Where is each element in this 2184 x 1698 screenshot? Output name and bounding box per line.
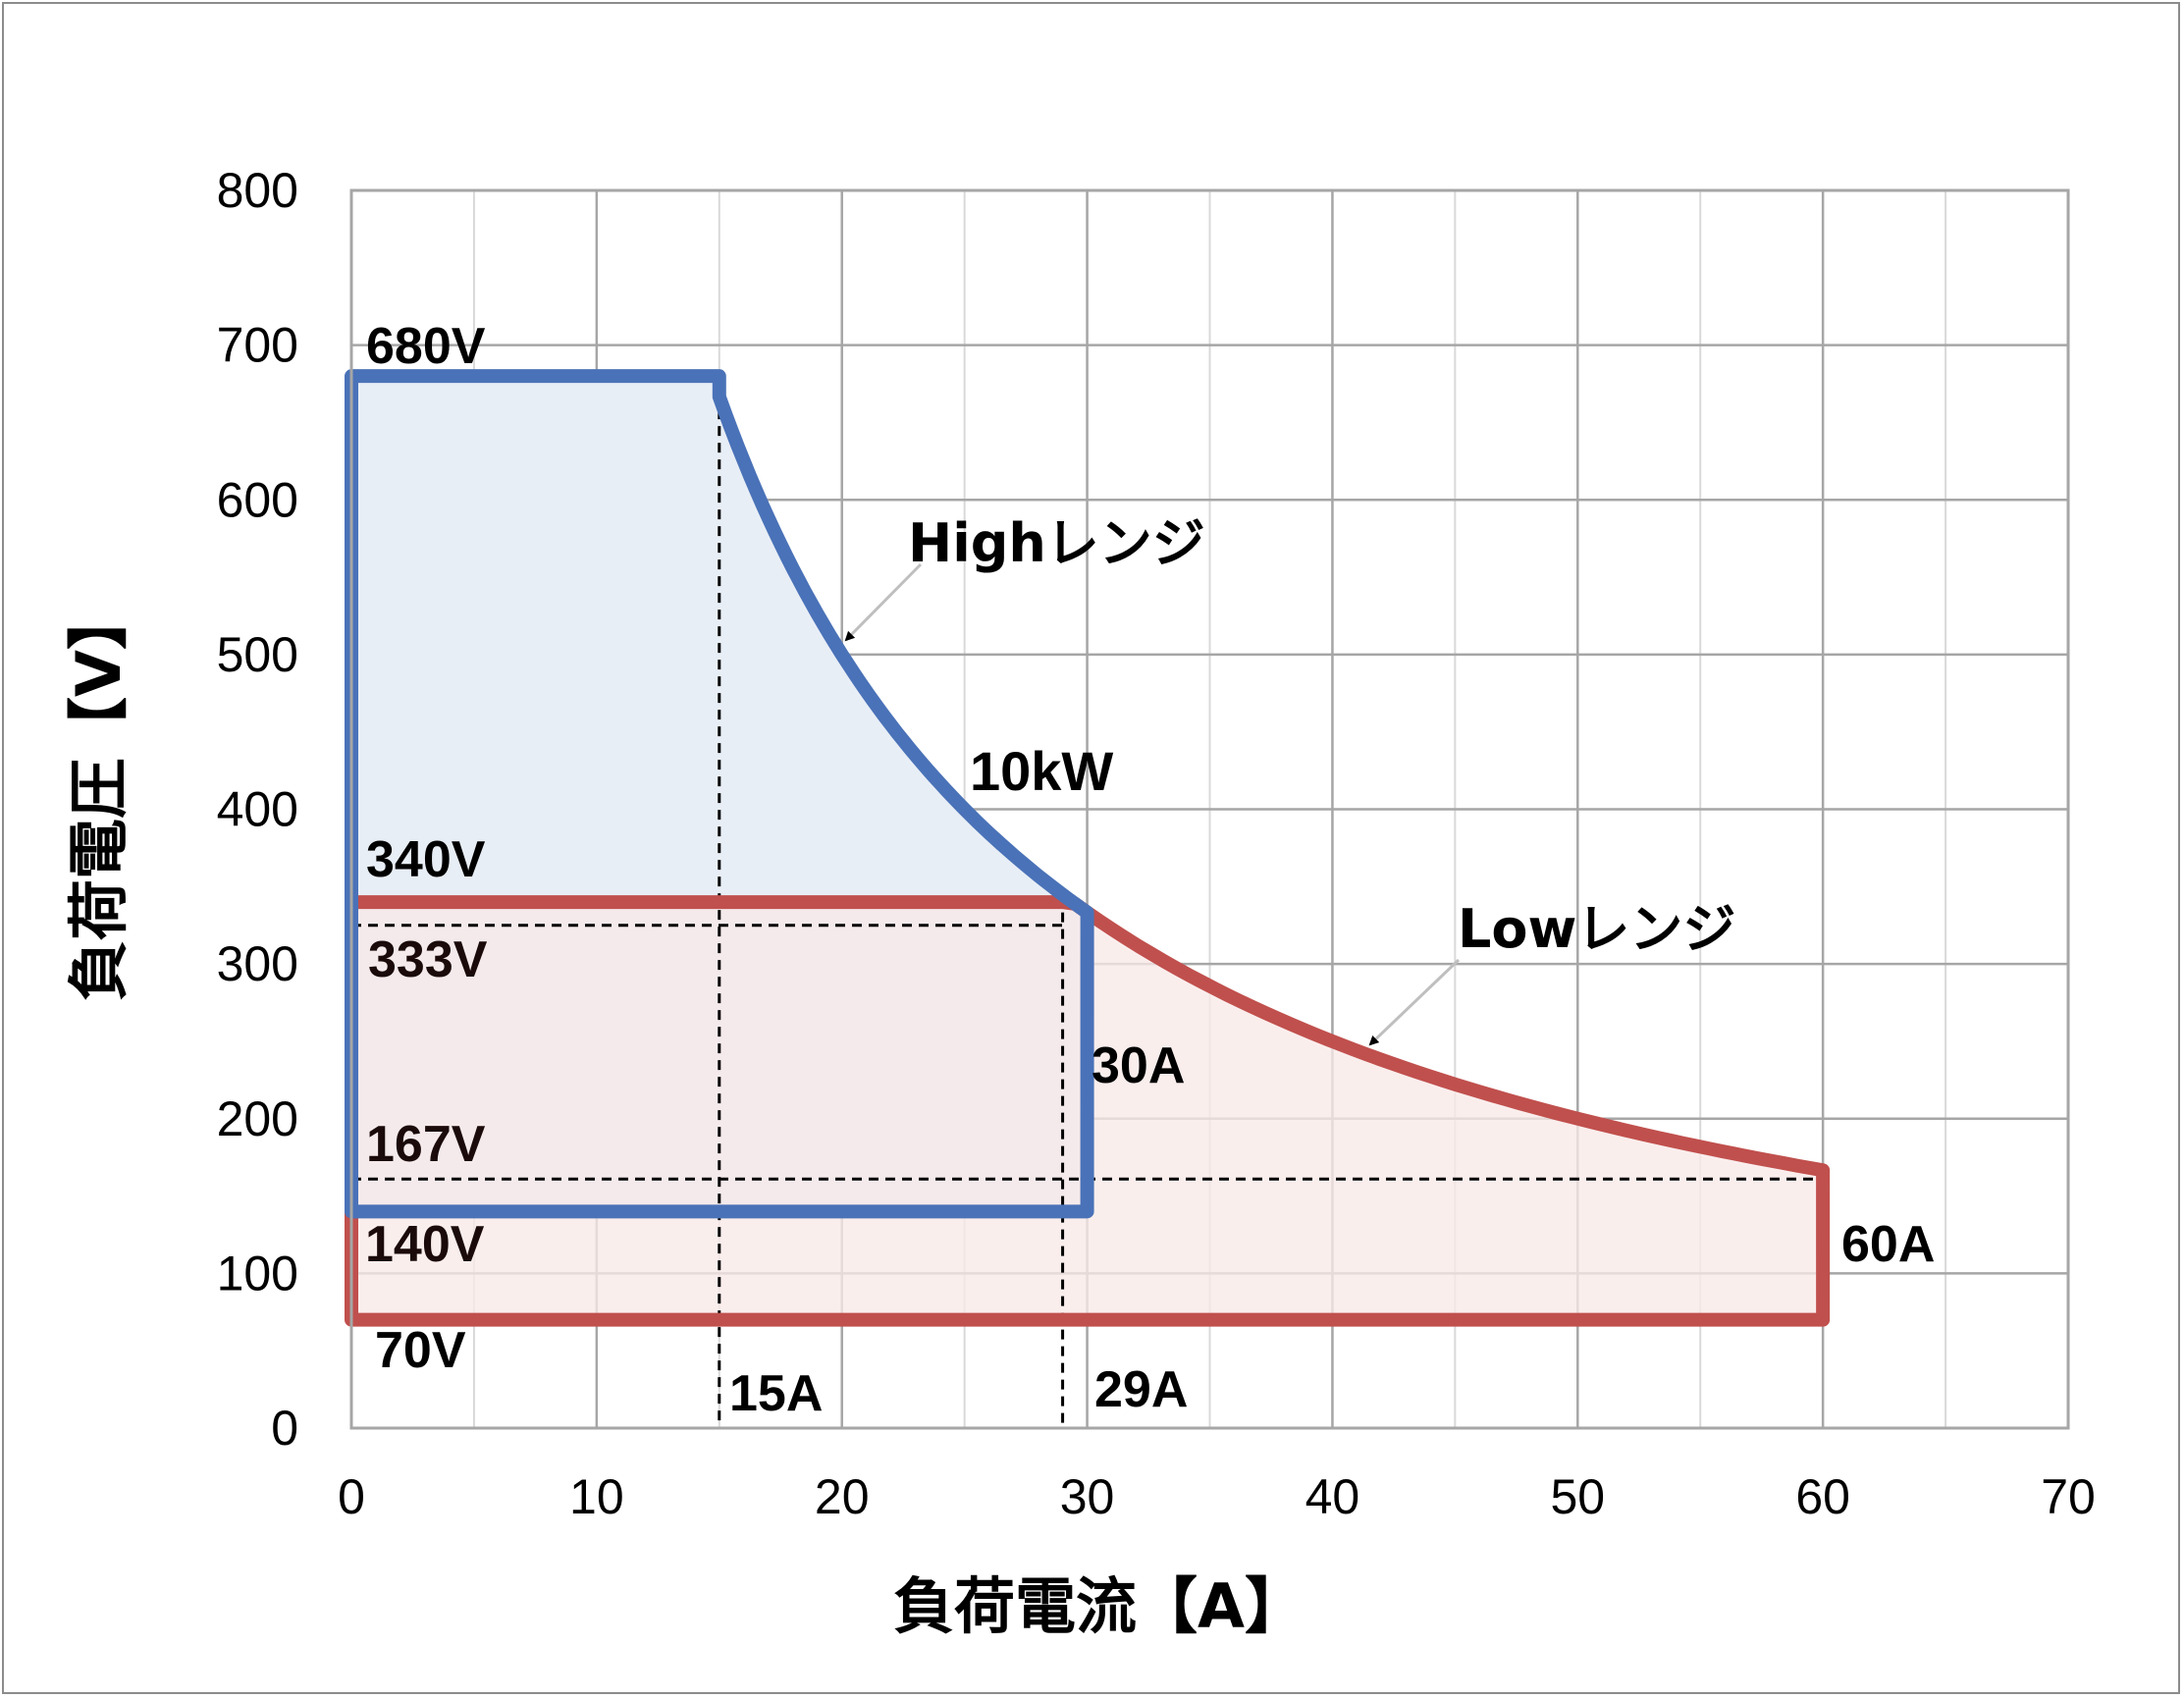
plot-border [349,188,2070,1430]
label-10kw: 10kW [970,740,1113,802]
high-range-label: Highレンジ [908,512,1205,574]
y-tick-label: 0 [271,1401,298,1456]
label-30a: 30A [1092,1037,1185,1094]
label-140v: 140V [365,1216,485,1273]
low-range-callout-arrow [1368,958,1461,1046]
y-tick-label: 300 [217,936,298,991]
x-tick-label: 30 [1060,1469,1115,1524]
x-tick-label: 40 [1305,1469,1360,1524]
y-tick-label: 500 [217,627,298,682]
y-axis-title: 負荷電圧【V】 [63,589,134,1001]
high-range-boundary [345,369,1094,1219]
label-340v: 340V [366,831,486,888]
label-70v: 70V [375,1322,466,1379]
low-range-label: Lowレンジ [1458,898,1735,960]
y-tick-label: 400 [217,782,298,837]
x-tick-label: 50 [1550,1469,1605,1524]
low-range-boundary [345,895,1831,1327]
y-tick-label: 600 [217,472,298,527]
x-tick-label: 20 [815,1469,870,1524]
x-axis-title: 負荷電流【A】 [893,1570,1305,1642]
high-range-callout-arrow [844,562,923,642]
y-tick-label: 700 [217,318,298,373]
label-60a: 60A [1841,1216,1935,1273]
label-167v: 167V [366,1116,486,1173]
x-tick-label: 70 [2041,1469,2096,1524]
x-tick-labels: 0 10 20 30 40 50 60 70 [338,1469,2096,1524]
y-tick-label: 200 [217,1091,298,1146]
x-tick-label: 60 [1795,1469,1850,1524]
x-tick-label: 10 [569,1469,624,1524]
label-29a: 29A [1094,1361,1188,1418]
y-tick-labels: 0 100 200 300 400 500 600 700 800 [217,163,298,1456]
label-333v: 333V [368,931,488,988]
label-680v: 680V [366,318,486,375]
y-tick-label: 800 [217,163,298,218]
y-tick-label: 100 [217,1246,298,1300]
x-tick-label: 0 [338,1469,365,1524]
label-15a: 15A [729,1365,823,1422]
